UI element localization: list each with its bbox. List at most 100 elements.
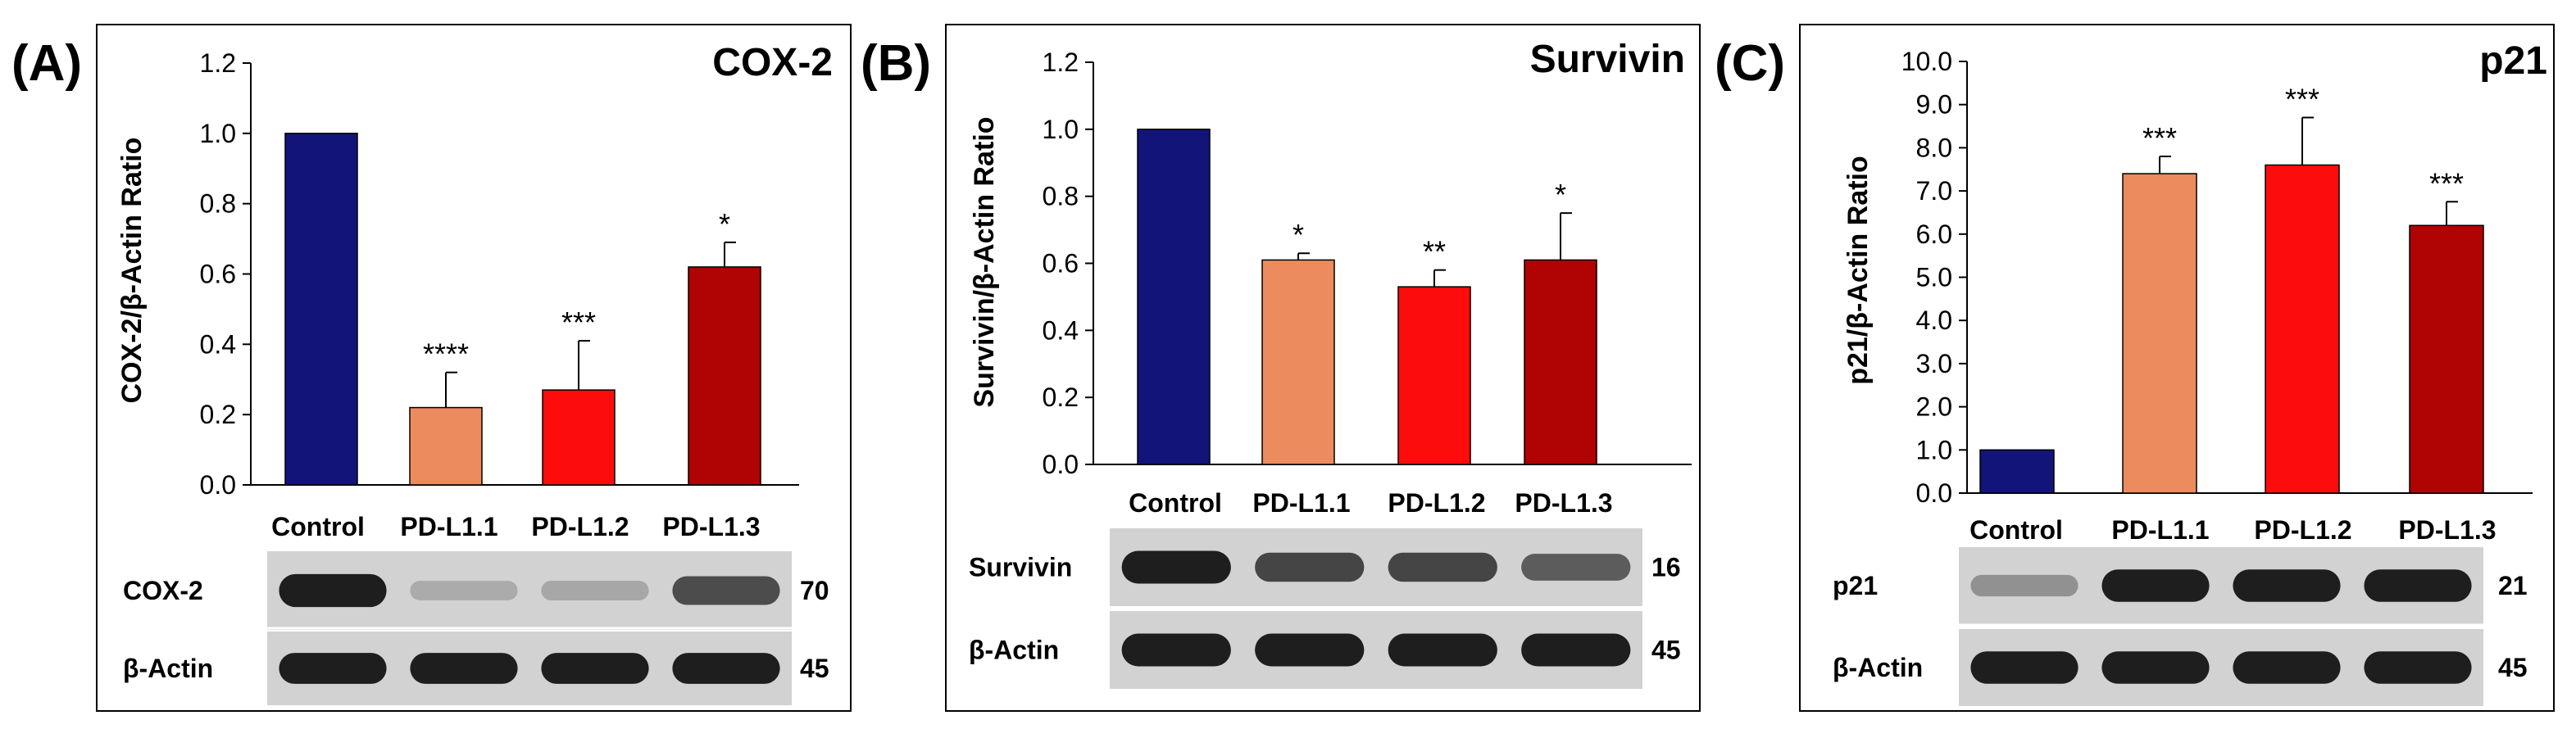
blot-band bbox=[2364, 569, 2472, 602]
y-tick-label: 1.0 bbox=[1916, 435, 1952, 464]
blot-band bbox=[1970, 651, 2079, 684]
blot-row-label: p21 bbox=[1833, 571, 1878, 600]
y-tick-label: 0.4 bbox=[1043, 315, 1079, 345]
x-tick-label: Control bbox=[271, 512, 365, 541]
blot-kda-label: 21 bbox=[2498, 571, 2528, 600]
panel-label: (C) bbox=[1715, 35, 1785, 92]
blot-band bbox=[2233, 651, 2341, 684]
y-tick-label: 1.2 bbox=[200, 48, 236, 78]
significance-marker: *** bbox=[561, 306, 596, 339]
x-tick-label: PD-L1.2 bbox=[2254, 515, 2351, 545]
x-tick-label: PD-L1.3 bbox=[2398, 515, 2496, 545]
panel-label: (B) bbox=[861, 35, 931, 92]
blot-row-label: β-Actin bbox=[969, 636, 1059, 665]
x-tick-label: PD-L1.1 bbox=[1252, 488, 1350, 518]
blot-band bbox=[2101, 651, 2210, 684]
blot-row-label: β-Actin bbox=[123, 654, 213, 683]
x-tick-label: PD-L1.1 bbox=[400, 512, 497, 541]
blot-band bbox=[279, 573, 387, 608]
blot-kda-label: 16 bbox=[1651, 553, 1681, 582]
y-tick-label: 0.6 bbox=[200, 260, 236, 289]
panel-label: (A) bbox=[11, 35, 82, 92]
blot-band bbox=[1121, 633, 1231, 667]
blot-band bbox=[2364, 651, 2472, 684]
y-tick-label: 1.0 bbox=[200, 119, 236, 148]
y-tick-label: 0.8 bbox=[1043, 182, 1079, 211]
y-tick-label: 0.0 bbox=[1043, 450, 1079, 479]
bar-pd-l1.2 bbox=[1397, 286, 1471, 465]
blot-band bbox=[410, 581, 518, 600]
blot-band bbox=[1255, 552, 1365, 582]
bar-pd-l1.2 bbox=[2265, 164, 2340, 494]
x-tick-label: PD-L1.3 bbox=[662, 512, 760, 541]
y-tick-label: 1.2 bbox=[1043, 48, 1079, 77]
x-tick-label: PD-L1.1 bbox=[2111, 515, 2209, 545]
y-axis-label: COX-2/β-Actin Ratio bbox=[116, 138, 148, 404]
blot-band bbox=[672, 576, 780, 605]
bar-pd-l1.3 bbox=[2409, 224, 2484, 494]
significance-marker: *** bbox=[2429, 166, 2464, 200]
significance-marker: * bbox=[1555, 178, 1566, 211]
bar-control bbox=[1979, 449, 2055, 494]
bar-pd-l1.1 bbox=[1261, 259, 1335, 465]
y-axis-label: Survivin/β-Actin Ratio bbox=[969, 116, 1000, 407]
y-tick-label: 0.2 bbox=[1043, 383, 1079, 412]
x-tick-label: PD-L1.3 bbox=[1515, 488, 1612, 518]
panel-frame bbox=[96, 24, 852, 712]
bar-pd-l1.3 bbox=[1524, 259, 1597, 465]
bar-pd-l1.2 bbox=[542, 389, 616, 486]
blot-band bbox=[1388, 633, 1497, 667]
blot-row-label: Survivin bbox=[969, 553, 1072, 582]
blot-band bbox=[2233, 569, 2341, 602]
blot-kda-label: 45 bbox=[1651, 636, 1681, 665]
blot-kda-label: 45 bbox=[2498, 653, 2528, 682]
blot-kda-label: 45 bbox=[800, 654, 829, 683]
x-tick-label: PD-L1.2 bbox=[531, 512, 629, 541]
panel-frame bbox=[945, 24, 1701, 712]
y-tick-label: 9.0 bbox=[1916, 90, 1952, 120]
significance-marker: ** bbox=[1423, 235, 1446, 269]
y-tick-label: 2.0 bbox=[1916, 392, 1952, 422]
y-tick-label: 0.0 bbox=[1916, 478, 1952, 508]
blot-band bbox=[541, 581, 649, 600]
y-tick-label: 6.0 bbox=[1916, 220, 1952, 249]
blot-band bbox=[541, 653, 649, 684]
panel-b: (B) Survivin Survivin/β-Actin Ratio 0.0 0.2 0… bbox=[861, 24, 1701, 712]
chart-title: p21 bbox=[2479, 39, 2547, 83]
chart-title: Survivin bbox=[1530, 38, 1685, 81]
y-tick-label: 5.0 bbox=[1916, 263, 1952, 292]
bar-control bbox=[1137, 129, 1211, 465]
x-tick-label: Control bbox=[1129, 488, 1222, 518]
blot-band bbox=[1521, 633, 1631, 667]
panel-c: (C) p21 p21/β-Actin Ratio 0.0 1.0 2.0 3.0 4.0 5.… bbox=[1715, 24, 2555, 712]
blot-row-label: β-Actin bbox=[1833, 653, 1923, 682]
y-axis-label: p21/β-Actin Ratio bbox=[1842, 156, 1874, 385]
x-tick-label: PD-L1.2 bbox=[1388, 488, 1485, 518]
bar-pd-l1.1 bbox=[409, 406, 483, 486]
y-tick-label: 10.0 bbox=[1901, 47, 1952, 76]
y-tick-label: 0.6 bbox=[1043, 249, 1079, 278]
x-tick-label: Control bbox=[1969, 515, 2063, 545]
blot-band bbox=[1388, 552, 1497, 582]
bar-pd-l1.3 bbox=[688, 266, 761, 486]
blot-band bbox=[1255, 633, 1365, 667]
significance-marker: *** bbox=[2285, 83, 2319, 116]
y-tick-label: 0.0 bbox=[200, 470, 236, 500]
panel-frame bbox=[1799, 24, 2555, 712]
blot-band bbox=[2101, 569, 2210, 602]
blot-band bbox=[279, 653, 387, 684]
panel-a: (A) COX-2 COX-2/β-Actin Ratio 0.0 0.2 0.4 0.6 0… bbox=[11, 24, 852, 712]
y-tick-label: 7.0 bbox=[1916, 176, 1952, 206]
significance-marker: * bbox=[1293, 218, 1304, 251]
bar-pd-l1.1 bbox=[2122, 173, 2197, 494]
blot-kda-label: 70 bbox=[800, 576, 829, 605]
y-tick-label: 0.8 bbox=[200, 189, 236, 219]
blot-band bbox=[672, 653, 780, 684]
blot-band bbox=[1521, 554, 1631, 581]
bar-control bbox=[284, 133, 358, 486]
blot-band bbox=[1121, 550, 1231, 584]
y-tick-label: 3.0 bbox=[1916, 349, 1952, 378]
blot-row-label: COX-2 bbox=[123, 576, 203, 605]
y-tick-label: 1.0 bbox=[1043, 115, 1079, 144]
